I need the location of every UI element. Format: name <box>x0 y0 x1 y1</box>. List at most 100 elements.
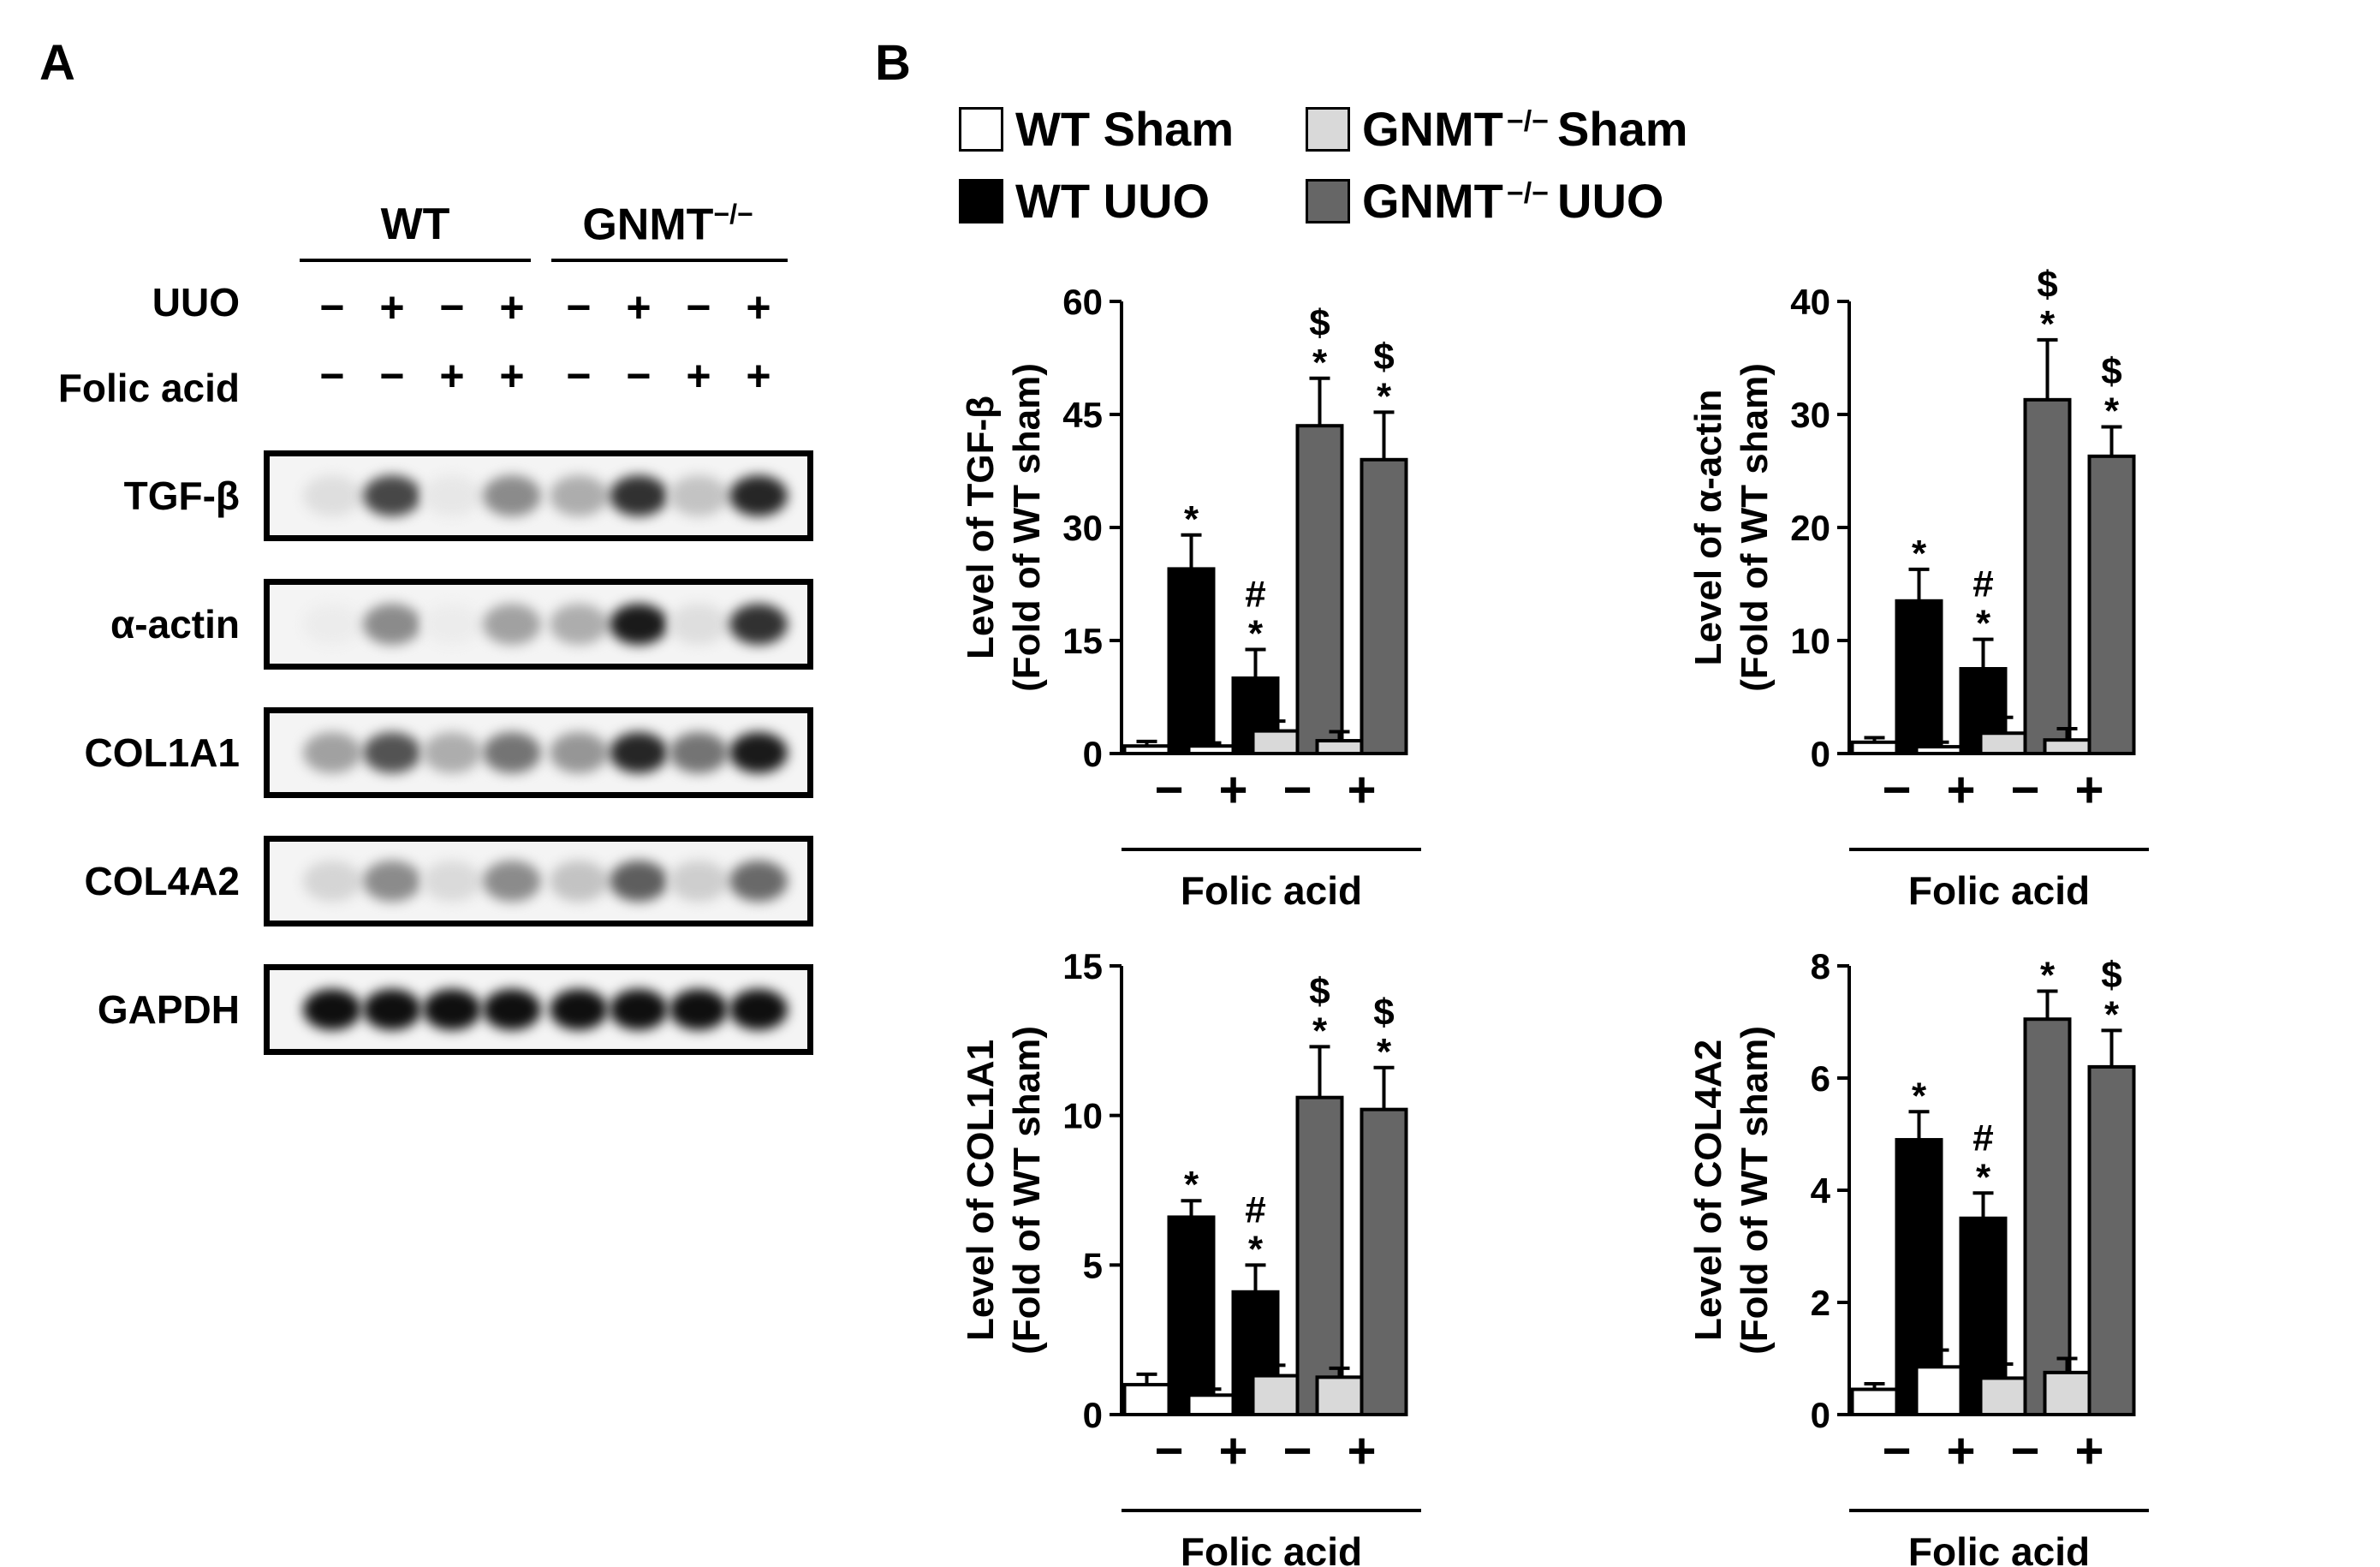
significance-mark: $ <box>1309 970 1330 1012</box>
x-tick-label: − <box>1155 762 1184 818</box>
legend-item-wt-uuo: WT UUO <box>959 173 1210 229</box>
blot-band <box>610 732 668 773</box>
x-tick-label: − <box>1155 1423 1184 1479</box>
blot-label-gapdh: GAPDH <box>97 987 240 1032</box>
significance-mark: * <box>1377 375 1392 417</box>
x-tick-label: − <box>2011 1423 2040 1479</box>
uuo-sign: − <box>439 283 465 331</box>
significance-mark: * <box>1976 603 1991 645</box>
bar <box>1295 1095 1344 1416</box>
blot-band <box>610 989 668 1030</box>
folic-sign: + <box>439 352 465 400</box>
group-label-gnmt: GNMT−/− <box>548 199 788 250</box>
blot-band <box>483 861 541 902</box>
significance-mark: # <box>1972 1117 1993 1159</box>
blot-label--actin: α-actin <box>110 602 240 646</box>
legend-swatch-wt-uuo <box>959 178 1003 223</box>
blot-band <box>363 604 421 645</box>
blot-band <box>363 989 421 1030</box>
blot-band <box>363 732 421 773</box>
bar <box>1295 424 1344 755</box>
significance-mark: * <box>1248 1228 1264 1270</box>
folic-sign: − <box>319 352 345 400</box>
blot-band <box>550 604 608 645</box>
blot-band <box>669 989 728 1030</box>
blot-band <box>610 861 668 902</box>
uuo-sign: − <box>686 283 711 331</box>
legend-swatch-wt-sham <box>959 106 1003 152</box>
legend-label-gnmt-sham: GNMT <box>1362 102 1503 156</box>
bar <box>2023 397 2072 755</box>
y-tick-label: 6 <box>1811 1058 1830 1099</box>
blot-band <box>423 475 481 516</box>
x-tick-label: − <box>1283 1423 1312 1479</box>
x-tick-label: + <box>2075 762 2104 818</box>
significance-mark: * <box>1248 613 1264 655</box>
legend-swatch-gnmt-sham <box>1306 106 1350 152</box>
y-tick-label: 20 <box>1790 508 1830 548</box>
bar <box>1895 599 1943 755</box>
bar <box>2023 1017 2072 1416</box>
folic-sign: − <box>566 352 592 400</box>
x-tick-label: + <box>1947 762 1976 818</box>
bar <box>1122 1383 1171 1416</box>
y-axis-label-sub: (Fold of WT sham) <box>1006 363 1048 692</box>
blot-band <box>483 989 541 1030</box>
blot-band <box>669 604 728 645</box>
y-tick-label: 10 <box>1062 1096 1103 1136</box>
y-tick-label: 2 <box>1811 1283 1830 1323</box>
blot-band <box>550 989 608 1030</box>
blot-label-tgf-: TGF-β <box>123 474 240 518</box>
bar <box>1187 1393 1235 1417</box>
blot-col1a1 <box>264 707 813 798</box>
uuo-sign: − <box>566 283 592 331</box>
bar <box>1315 1375 1364 1417</box>
blot-band <box>483 475 541 516</box>
significance-mark: * <box>1976 1156 1991 1198</box>
blot-tgf- <box>264 450 813 541</box>
bar <box>2087 454 2136 756</box>
y-axis-label-sub: (Fold of WT sham) <box>1734 363 1776 692</box>
blot-band <box>423 861 481 902</box>
uuo-sign: + <box>746 283 771 331</box>
y-tick-label: 30 <box>1790 395 1830 435</box>
blot-band <box>610 475 668 516</box>
group-underline-gnmt <box>551 259 788 262</box>
x-tick-label: + <box>1219 1423 1248 1479</box>
blot-band <box>363 475 421 516</box>
bar <box>1360 1107 1408 1417</box>
y-tick-label: 5 <box>1083 1245 1103 1285</box>
blot-col4a2 <box>264 836 813 926</box>
blot-band <box>483 604 541 645</box>
y-tick-label: 10 <box>1790 621 1830 661</box>
group-label-wt-text: WT <box>380 200 450 249</box>
significance-mark: $ <box>2101 954 2121 996</box>
significance-mark: * <box>1912 533 1927 575</box>
legend-swatch-gnmt-uuo <box>1306 178 1350 223</box>
bar <box>2087 1064 2136 1417</box>
panel-b-letter: B <box>875 35 911 91</box>
y-tick-label: 8 <box>1811 946 1830 986</box>
blot-band <box>303 604 361 645</box>
significance-mark: $ <box>1309 302 1330 344</box>
legend-item-gnmt-uuo: GNMT −/− UUO <box>1306 173 1663 229</box>
x-tick-label: − <box>1883 1423 1912 1479</box>
blot-band <box>610 604 668 645</box>
y-tick-label: 0 <box>1083 1395 1103 1435</box>
y-tick-label: 15 <box>1062 621 1103 661</box>
x-tick-label: + <box>1348 762 1377 818</box>
x-tick-label: + <box>1348 1423 1377 1479</box>
blot-band <box>669 732 728 773</box>
y-tick-label: 60 <box>1062 282 1103 322</box>
blot-band <box>729 732 788 773</box>
blot-label-col1a1: COL1A1 <box>84 730 240 775</box>
bar <box>1850 740 1899 755</box>
y-tick-label: 4 <box>1811 1171 1831 1211</box>
uuo-sign: + <box>499 283 525 331</box>
significance-mark: $ <box>1373 992 1394 1034</box>
blot-band <box>303 732 361 773</box>
folic-sign: − <box>379 352 405 400</box>
x-tick-label: − <box>2011 762 2040 818</box>
bar <box>1187 744 1235 756</box>
y-axis-label: Level of TGF-β <box>960 396 1002 659</box>
